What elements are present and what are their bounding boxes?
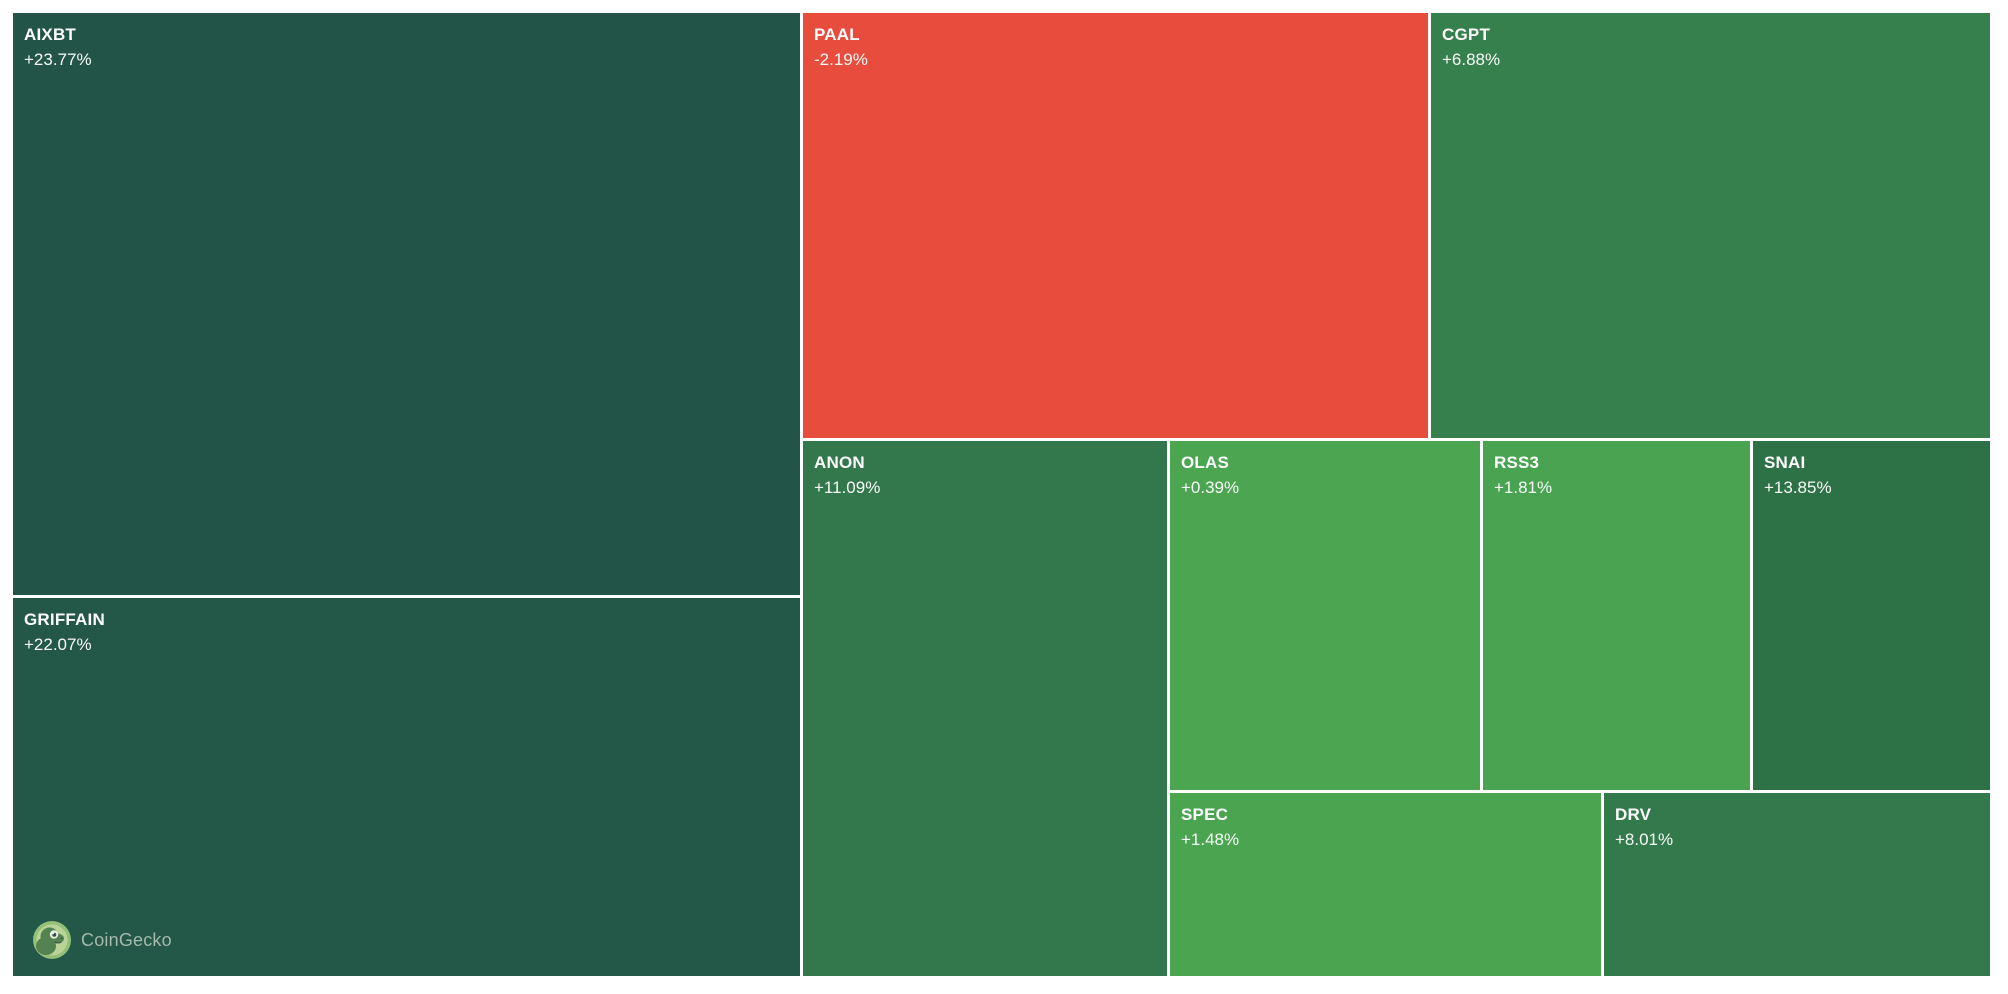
coingecko-watermark[interactable]: CoinGecko xyxy=(33,921,172,959)
tile-symbol: DRV xyxy=(1615,805,1652,824)
tile-change: +8.01% xyxy=(1615,830,1674,849)
tile-cgpt[interactable]: CGPT +6.88% xyxy=(1431,13,1990,438)
tile-olas[interactable]: OLAS +0.39% xyxy=(1170,441,1480,790)
tile-change: +0.39% xyxy=(1181,478,1240,497)
tile-change: +1.81% xyxy=(1494,478,1553,497)
tile-change: +23.77% xyxy=(24,50,92,69)
tile-rss3[interactable]: RSS3 +1.81% xyxy=(1483,441,1750,790)
tile-symbol: AIXBT xyxy=(24,25,76,44)
tile-symbol: SNAI xyxy=(1764,453,1806,472)
tile-symbol: GRIFFAIN xyxy=(24,610,105,629)
tile-spec[interactable]: SPEC +1.48% xyxy=(1170,793,1601,976)
tile-drv[interactable]: DRV +8.01% xyxy=(1604,793,1990,976)
tile-symbol: CGPT xyxy=(1442,25,1491,44)
tile-paal[interactable]: PAAL -2.19% xyxy=(803,13,1428,438)
tile-snai[interactable]: SNAI +13.85% xyxy=(1753,441,1990,790)
tile-change: +22.07% xyxy=(24,635,92,654)
tile-symbol: OLAS xyxy=(1181,453,1230,472)
tile-symbol: PAAL xyxy=(814,25,860,44)
tile-change: -2.19% xyxy=(814,50,868,69)
coingecko-logo-icon xyxy=(33,921,71,959)
tile-symbol: SPEC xyxy=(1181,805,1229,824)
tile-change: +13.85% xyxy=(1764,478,1832,497)
coingecko-watermark-label: CoinGecko xyxy=(81,929,172,950)
tile-aixbt[interactable]: AIXBT +23.77% xyxy=(13,13,800,595)
tile-symbol: RSS3 xyxy=(1494,453,1540,472)
tile-change: +6.88% xyxy=(1442,50,1501,69)
tile-anon[interactable]: ANON +11.09% xyxy=(803,441,1167,976)
tile-change: +1.48% xyxy=(1181,830,1240,849)
tile-change: +11.09% xyxy=(814,478,881,497)
tile-symbol: ANON xyxy=(814,453,865,472)
tile-griffain[interactable]: GRIFFAIN +22.07% xyxy=(13,598,800,976)
